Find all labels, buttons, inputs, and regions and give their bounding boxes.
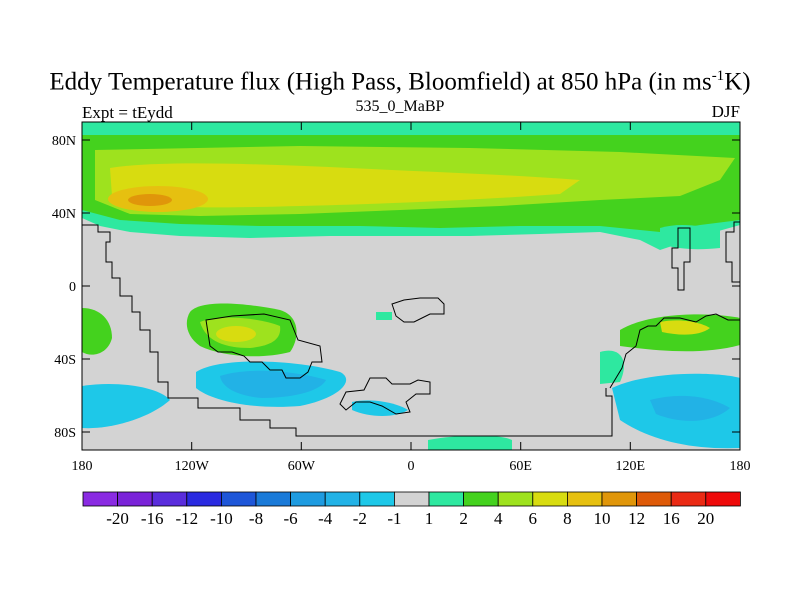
colorbar	[82, 491, 741, 507]
colorbar-label: -16	[141, 509, 164, 528]
coast-japan	[671, 227, 691, 291]
colorbar-label: 2	[459, 509, 468, 528]
lon-label: 0	[408, 459, 415, 474]
colorbar-swatch	[705, 491, 741, 507]
lat-label: 0	[69, 280, 76, 295]
colorbar-swatch	[186, 491, 222, 507]
lat-label: 40S	[54, 353, 76, 368]
colorbar-label: -4	[318, 509, 333, 528]
lon-label: 180	[72, 459, 93, 474]
colorbar-swatch	[601, 491, 637, 507]
coastlines	[82, 221, 740, 437]
lat-label: 40N	[52, 207, 76, 222]
colorbar-swatch	[117, 491, 153, 507]
colorbar-label: -10	[210, 509, 233, 528]
colorbar-swatch	[428, 491, 464, 507]
colorbar-label: 4	[494, 509, 503, 528]
chart-title: Eddy Temperature flux (High Pass, Bloomf…	[49, 68, 751, 96]
colorbar-swatch	[532, 491, 568, 507]
atl-neg	[352, 400, 408, 416]
coast-antpen	[339, 377, 431, 415]
atl-pos-small	[376, 312, 392, 320]
aus-pos-2	[660, 320, 710, 335]
lon-label: 60W	[288, 459, 316, 474]
colorbar-label: 1	[425, 509, 434, 528]
lon-label: 120E	[616, 459, 646, 474]
coast-sam	[205, 313, 323, 379]
aus-pos-3	[600, 350, 624, 384]
lon-label: 180	[730, 459, 751, 474]
colorbar-labels: -20 -16 -12 -10 -8 -6 -4 -2 -1 1 2 4 6 8…	[106, 509, 714, 528]
colorbar-swatch	[220, 491, 257, 507]
coast-americas	[82, 224, 613, 437]
nh-core-6	[128, 194, 172, 206]
sp-core-4	[216, 326, 256, 342]
colorbar-swatch	[359, 491, 395, 507]
run-id-label: 535_0_MaBP	[355, 98, 445, 115]
colorbar-label: 16	[663, 509, 680, 528]
flux-field	[82, 122, 740, 450]
axis-ticks	[82, 122, 740, 450]
colorbar-swatch	[82, 491, 118, 507]
lat-labels: 80N 40N 0 40S 80S	[52, 134, 76, 441]
colorbar-swatch	[151, 491, 188, 507]
west-neg	[82, 383, 170, 429]
colorbar-label: 20	[697, 509, 714, 528]
lon-label: 60E	[509, 459, 532, 474]
experiment-label: Expt = tEydd	[82, 103, 173, 122]
season-label: DJF	[711, 102, 740, 121]
west-pos	[82, 308, 112, 355]
colorbar-swatch	[324, 491, 361, 507]
colorbar-swatch	[497, 491, 534, 507]
colorbar-swatch	[393, 491, 430, 507]
colorbar-label: 12	[628, 509, 645, 528]
colorbar-label: -20	[106, 509, 129, 528]
lon-label: 120W	[175, 459, 210, 474]
so-pos	[428, 435, 512, 450]
colorbar-swatch	[290, 491, 326, 507]
colorbar-label: -12	[175, 509, 198, 528]
coast-aus	[609, 313, 740, 389]
colorbar-swatch	[670, 491, 707, 507]
coast-africa	[391, 297, 445, 323]
colorbar-swatch	[255, 491, 291, 507]
colorbar-label: 8	[563, 509, 572, 528]
lat-label: 80N	[52, 134, 76, 149]
colorbar-label: 10	[594, 509, 611, 528]
coast-east-edge	[725, 221, 740, 283]
nh-band-4	[110, 163, 580, 208]
colorbar-swatch	[636, 491, 672, 507]
colorbar-label: -8	[249, 509, 263, 528]
colorbar-label: -1	[387, 509, 401, 528]
colorbar-swatch	[567, 491, 603, 507]
aus-neg-2	[650, 395, 730, 421]
colorbar-label: -2	[353, 509, 367, 528]
colorbar-swatch	[463, 491, 499, 507]
lat-label: 80S	[54, 426, 76, 441]
colorbar-label: 6	[529, 509, 538, 528]
colorbar-label: -6	[284, 509, 298, 528]
lon-labels: 180 120W 60W 0 60E 120E 180	[72, 459, 751, 474]
